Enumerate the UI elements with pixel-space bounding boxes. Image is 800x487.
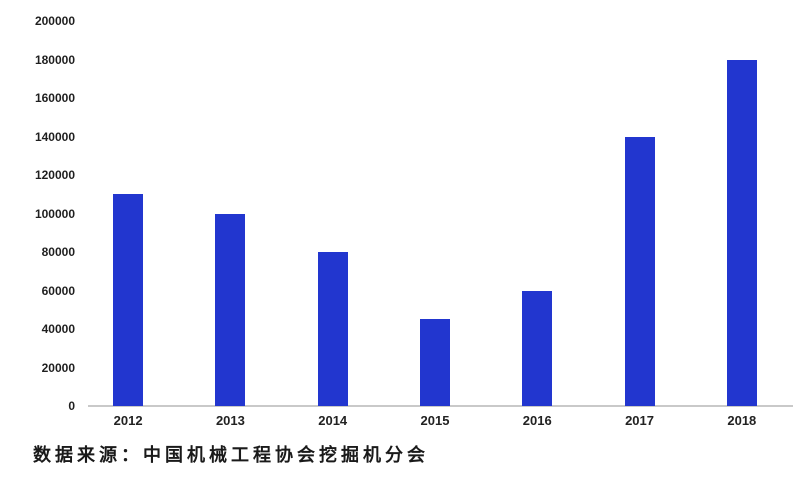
bar-2014 — [317, 252, 348, 406]
bar-2017 — [624, 136, 655, 406]
y-tick-label-140000: 140000 — [34, 129, 75, 144]
y-tick-label-160000: 160000 — [34, 91, 75, 105]
source-note: 数据来源：中国机械工程协会挖掘机分会 — [33, 445, 429, 465]
y-axis: 0 20000 40000 60000 80000 100000 120000 140000 1… — [0, 0, 75, 430]
plot-area: 2012 2013 2014 2015 2016 2017 2018 — [77, 21, 793, 428]
y-tick-label-40000: 40000 — [41, 322, 75, 336]
y-tick-label-0: 0 — [68, 399, 75, 413]
x-tick-label-2016: 2016 — [522, 413, 552, 428]
y-tick-label-180000: 180000 — [34, 52, 75, 67]
bar-slot-2014: 2014 — [282, 21, 384, 428]
y-tick-label-60000: 60000 — [41, 283, 75, 298]
x-tick-label-2017: 2017 — [625, 413, 654, 428]
y-tick-label-100000: 100000 — [34, 206, 75, 221]
bar-slot-2018: 2018 — [691, 21, 793, 428]
bar-slot-2013: 2013 — [179, 21, 281, 428]
x-tick-label-2013: 2013 — [215, 413, 245, 428]
bar-slot-2012: 2012 — [77, 21, 179, 428]
x-axis-line — [88, 405, 793, 407]
bar-slot-2016: 2016 — [486, 21, 588, 428]
y-tick-label-20000: 20000 — [41, 360, 75, 375]
x-tick-label-2012: 2012 — [113, 413, 143, 428]
bar-2012 — [113, 194, 144, 406]
x-tick-label-2014: 2014 — [318, 413, 348, 428]
y-tick-label-80000: 80000 — [41, 245, 75, 259]
x-tick-label-2015: 2015 — [420, 413, 450, 428]
bar-2015 — [419, 319, 450, 406]
bar-2016 — [522, 290, 553, 406]
y-tick-label-120000: 120000 — [34, 168, 75, 182]
x-tick-label-2018: 2018 — [727, 413, 757, 428]
y-tick-label-200000: 200000 — [34, 14, 75, 28]
bar-2018 — [726, 59, 757, 406]
bar-2013 — [215, 213, 246, 406]
bar-slot-2015: 2015 — [384, 21, 486, 428]
bar-slot-2017: 2017 — [588, 21, 690, 428]
